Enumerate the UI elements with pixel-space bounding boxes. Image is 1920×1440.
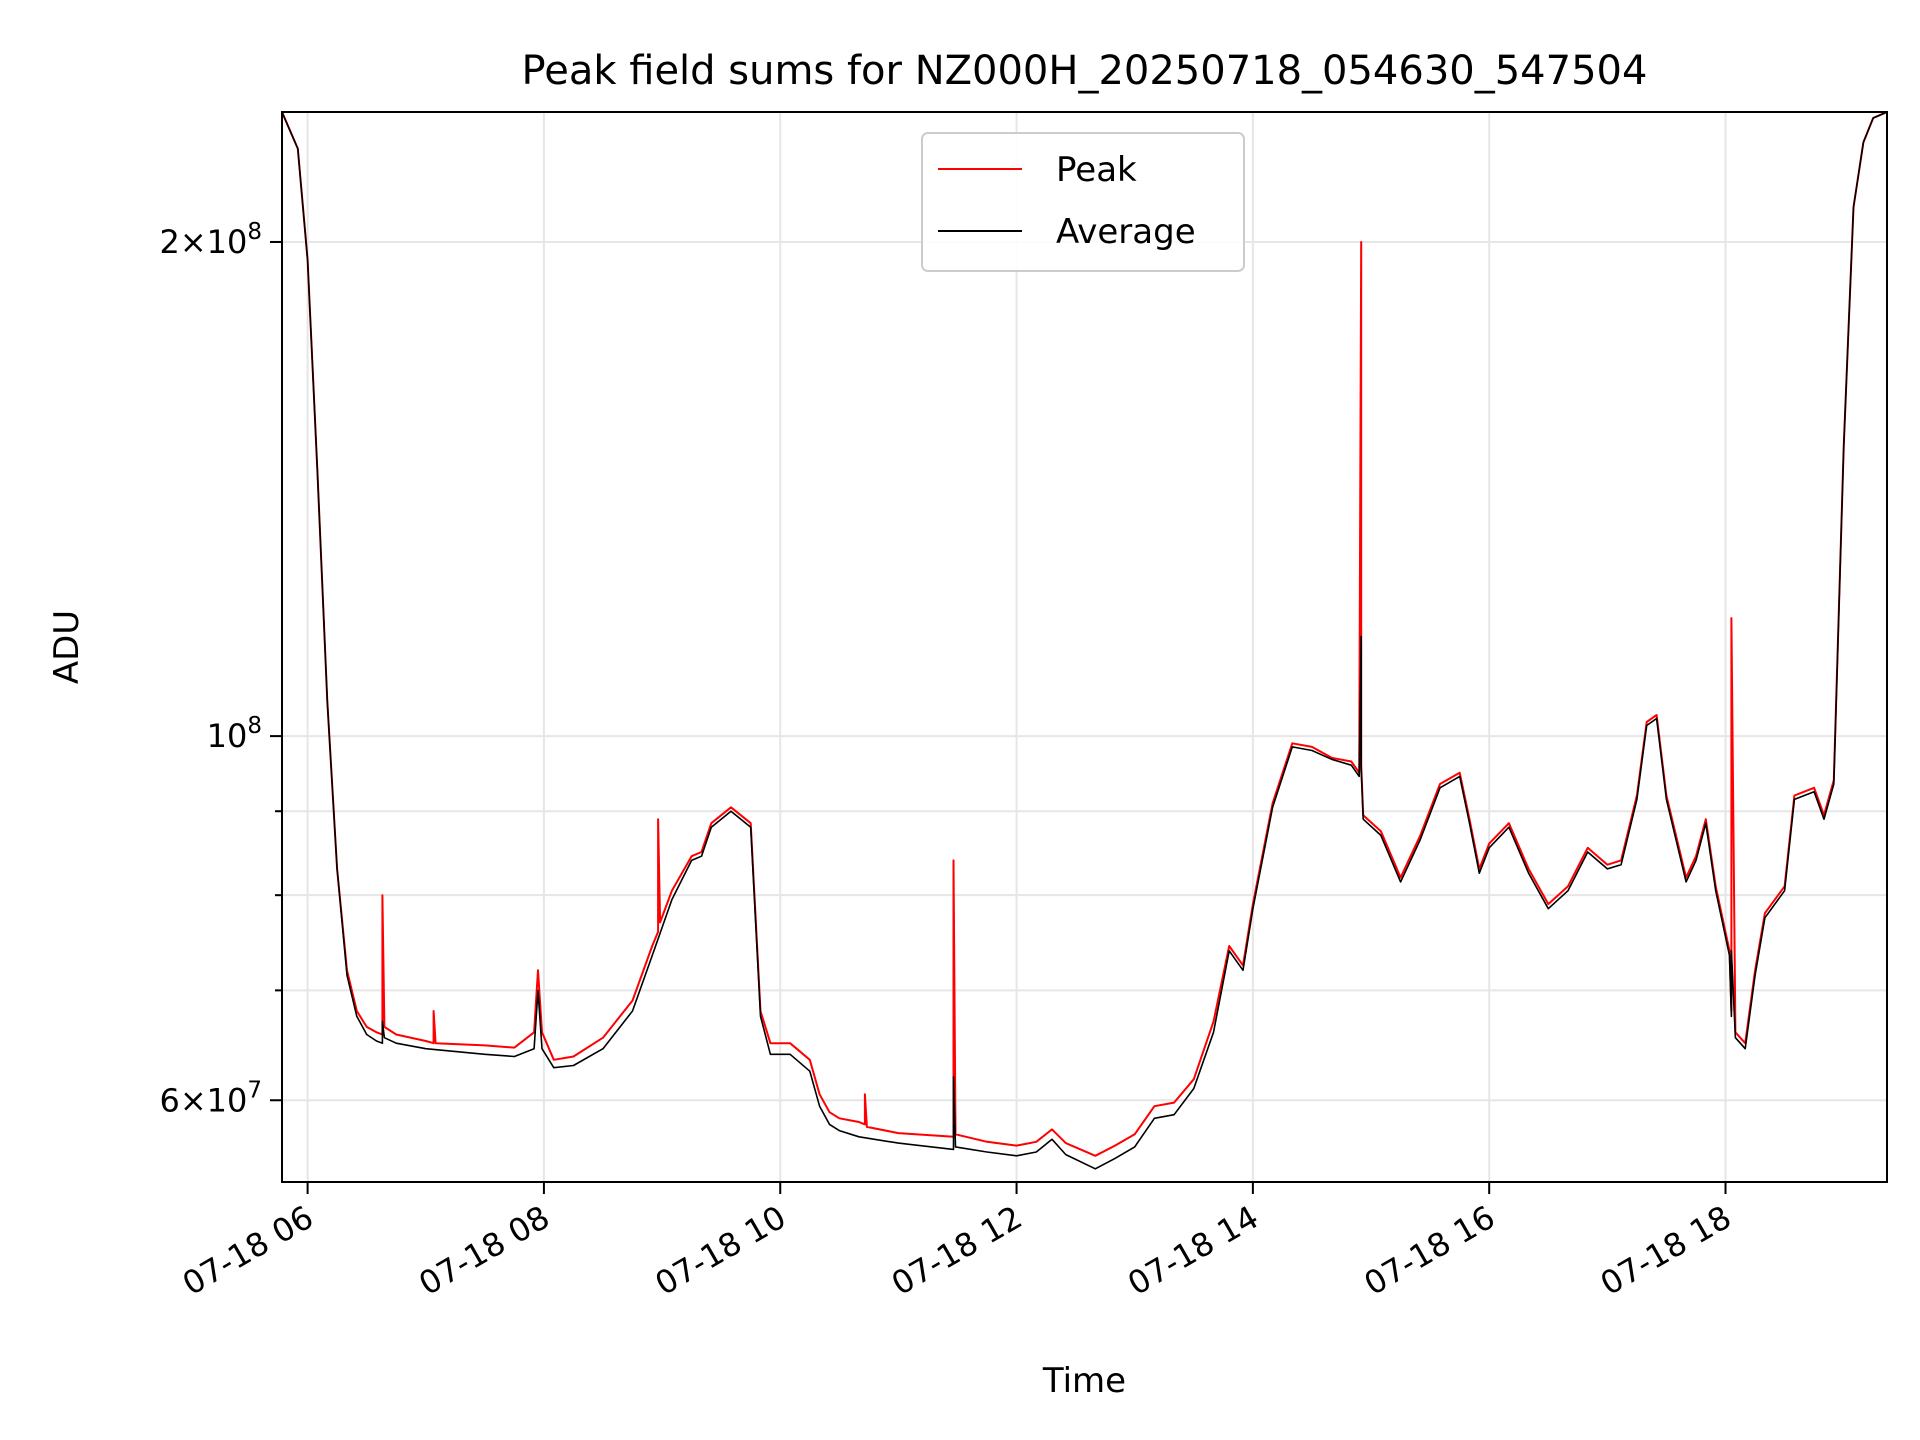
y-tick-label: 108	[207, 713, 262, 755]
series-line-peak	[282, 112, 1887, 1157]
legend: Peak Average	[921, 132, 1245, 272]
legend-box	[921, 132, 1245, 272]
y-axis-label: ADU	[47, 610, 87, 684]
y-tick-label: 6×107	[159, 1077, 262, 1119]
legend-label-peak: Peak	[1056, 150, 1137, 190]
series-line-average	[282, 112, 1887, 1170]
chart-title: Peak field sums for NZ000H_20250718_0546…	[522, 48, 1648, 94]
y-tick-label: 2×108	[159, 219, 262, 261]
legend-label-average: Average	[1056, 212, 1196, 252]
plot-area	[281, 111, 1888, 1183]
x-axis-label: Time	[1042, 1361, 1126, 1401]
